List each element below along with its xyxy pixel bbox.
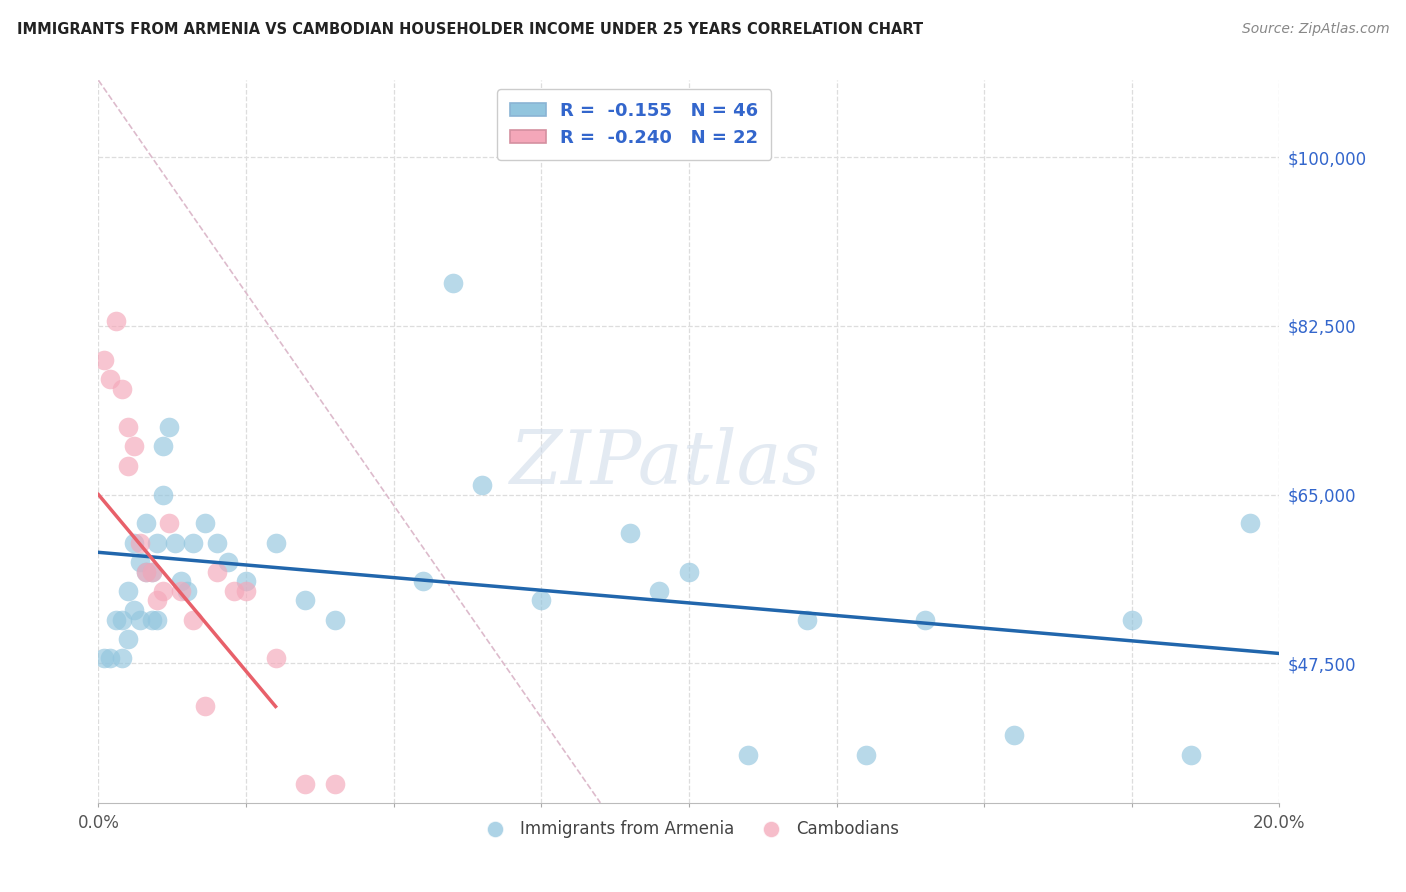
Point: [98, 651, 121, 665]
Point: [914, 613, 936, 627]
Text: Source: ZipAtlas.com: Source: ZipAtlas.com: [1241, 22, 1389, 37]
Point: [471, 478, 494, 492]
Point: [224, 583, 246, 598]
Point: [530, 593, 553, 607]
Point: [648, 583, 671, 598]
Point: [855, 747, 877, 762]
Point: [619, 526, 641, 541]
Point: [737, 747, 759, 762]
Point: [146, 593, 169, 607]
Point: [111, 651, 134, 665]
Point: [122, 439, 145, 453]
Point: [294, 593, 316, 607]
Point: [165, 535, 187, 549]
Point: [135, 565, 157, 579]
Point: [128, 535, 150, 549]
Legend: Immigrants from Armenia, Cambodians: Immigrants from Armenia, Cambodians: [472, 814, 905, 845]
Point: [146, 535, 169, 549]
Point: [141, 565, 163, 579]
Point: [176, 583, 198, 598]
Point: [205, 565, 228, 579]
Point: [157, 420, 180, 434]
Point: [117, 420, 139, 434]
Point: [441, 276, 464, 290]
Point: [135, 516, 157, 531]
Point: [152, 439, 174, 453]
Point: [323, 613, 346, 627]
Point: [157, 516, 180, 531]
Point: [146, 613, 169, 627]
Point: [217, 555, 239, 569]
Point: [194, 516, 217, 531]
Point: [152, 487, 174, 501]
Point: [152, 583, 174, 598]
Point: [128, 613, 150, 627]
Point: [105, 613, 128, 627]
Point: [678, 565, 700, 579]
Text: ZIPatlas: ZIPatlas: [510, 427, 821, 500]
Point: [105, 314, 128, 328]
Text: IMMIGRANTS FROM ARMENIA VS CAMBODIAN HOUSEHOLDER INCOME UNDER 25 YEARS CORRELATI: IMMIGRANTS FROM ARMENIA VS CAMBODIAN HOU…: [17, 22, 922, 37]
Point: [141, 613, 163, 627]
Point: [1180, 747, 1202, 762]
Point: [796, 613, 818, 627]
Point: [1121, 613, 1143, 627]
Point: [122, 535, 145, 549]
Point: [117, 632, 139, 646]
Point: [194, 699, 217, 714]
Point: [98, 372, 121, 386]
Point: [170, 574, 193, 589]
Point: [235, 583, 257, 598]
Point: [170, 583, 193, 598]
Point: [117, 583, 139, 598]
Point: [93, 352, 115, 367]
Point: [412, 574, 434, 589]
Point: [128, 555, 150, 569]
Point: [264, 651, 287, 665]
Point: [93, 651, 115, 665]
Point: [205, 535, 228, 549]
Point: [294, 776, 316, 790]
Point: [181, 613, 204, 627]
Point: [1239, 516, 1261, 531]
Point: [135, 565, 157, 579]
Point: [264, 535, 287, 549]
Point: [181, 535, 204, 549]
Point: [111, 382, 134, 396]
Point: [141, 565, 163, 579]
Point: [111, 613, 134, 627]
Point: [235, 574, 257, 589]
Point: [1002, 728, 1025, 742]
Point: [122, 603, 145, 617]
Point: [323, 776, 346, 790]
Point: [117, 458, 139, 473]
